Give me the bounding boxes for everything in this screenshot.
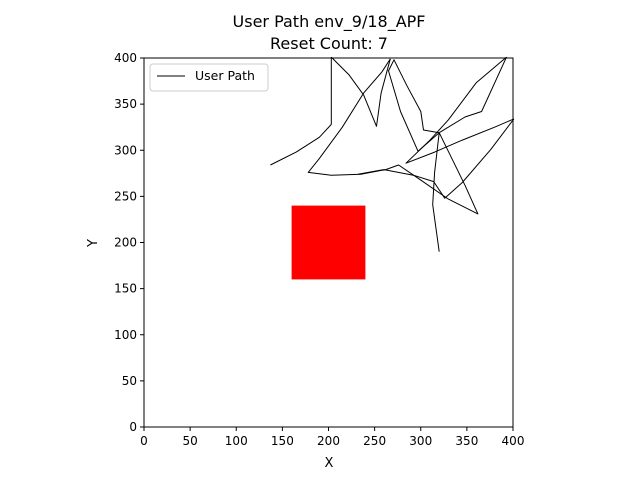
user-path-segment-2 bbox=[307, 56, 507, 215]
x-tick-label-50: 50 bbox=[182, 434, 197, 448]
obstacle-rect-0 bbox=[291, 205, 366, 280]
x-tick-label-150: 150 bbox=[271, 434, 294, 448]
y-tick-label-250: 250 bbox=[114, 189, 137, 203]
x-tick-label-350: 350 bbox=[455, 434, 478, 448]
y-tick-label-300: 300 bbox=[114, 143, 137, 157]
x-tick-label-250: 250 bbox=[363, 434, 386, 448]
y-tick-label-100: 100 bbox=[114, 328, 137, 342]
x-tick-label-300: 300 bbox=[409, 434, 432, 448]
chart-title-line1: User Path env_9/18_APF bbox=[233, 12, 426, 32]
legend: User Path bbox=[149, 63, 269, 92]
x-tick-label-100: 100 bbox=[225, 434, 248, 448]
y-tick-label-150: 150 bbox=[114, 282, 137, 296]
user-path-segment-5 bbox=[432, 132, 440, 252]
legend-box bbox=[149, 63, 269, 92]
user-path-segment-1 bbox=[330, 56, 391, 127]
y-tick-label-200: 200 bbox=[114, 236, 137, 250]
y-axis-label: Y bbox=[86, 239, 101, 248]
user-path-segment-3 bbox=[405, 56, 515, 164]
y-tick-label-50: 50 bbox=[122, 374, 137, 388]
y-tick-label-350: 350 bbox=[114, 97, 137, 111]
chart-title-line2: Reset Count: 7 bbox=[270, 34, 388, 53]
y-tick-label-400: 400 bbox=[114, 51, 137, 65]
x-tick-label-0: 0 bbox=[140, 434, 148, 448]
user-path-segment-4 bbox=[357, 118, 515, 199]
plot-area: 0 50 100 150 200 250 300 350 400 0 50 100 150 200 250 3… bbox=[114, 51, 524, 448]
user-path-segment-0 bbox=[270, 57, 332, 166]
x-tick-label-400: 400 bbox=[502, 434, 525, 448]
y-tick-label-0: 0 bbox=[129, 420, 137, 434]
x-tick-label-200: 200 bbox=[317, 434, 340, 448]
legend-entry-user-path: User Path bbox=[195, 68, 255, 83]
x-axis-label: X bbox=[325, 456, 334, 471]
